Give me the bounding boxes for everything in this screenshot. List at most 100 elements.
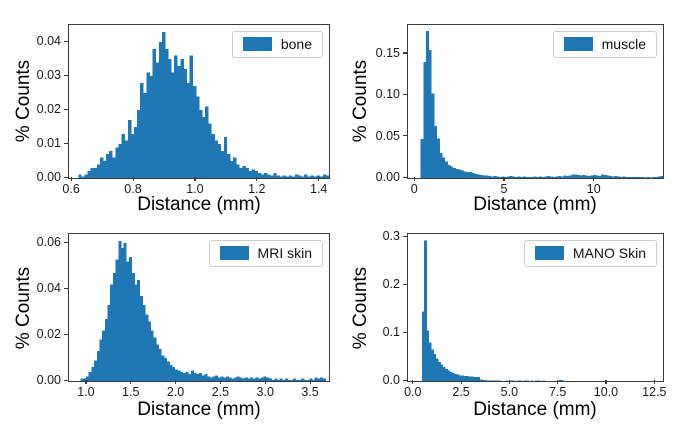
x-tick-mark [412, 380, 414, 384]
x-tick-mark [175, 380, 177, 384]
legend: bone [231, 31, 323, 58]
y-axis-title: % Counts [13, 266, 34, 350]
x-tick-mark [413, 177, 415, 181]
y-tick-label: 0.04 [36, 281, 61, 296]
histogram-bars [421, 240, 564, 381]
x-tick-label: 1.4 [310, 182, 328, 196]
histogram-bars [78, 31, 329, 178]
x-tick-label: 1.0 [186, 182, 204, 196]
plot-area: MRI skin [68, 233, 330, 382]
y-tick-mark [64, 40, 68, 42]
y-tick-label: 0.03 [36, 68, 61, 82]
legend: MRI skin [208, 240, 323, 267]
x-axis-title: Distance (mm) [137, 194, 261, 215]
x-tick-mark [219, 380, 222, 384]
y-tick-label: 0.01 [36, 136, 61, 150]
subplot-bone: % Counts bone Distance (mm) 0.6 0.8 1.0 1.2… [0, 0, 340, 223]
x-tick-label: 1.0 [77, 385, 95, 399]
y-tick-mark [403, 52, 407, 54]
plot-area: muscle [407, 24, 664, 179]
y-tick-label: 0.00 [375, 170, 400, 184]
y-tick-label: 0.0 [382, 373, 400, 387]
y-tick-label: 0.00 [36, 170, 61, 184]
legend-swatch [563, 37, 593, 52]
legend-label: MANO Skin [572, 245, 646, 261]
x-tick-label: 1.2 [248, 182, 266, 196]
x-tick-label: 10 [586, 182, 601, 196]
y-tick-mark [64, 287, 68, 289]
legend: MANO Skin [523, 240, 657, 267]
x-tick-mark [309, 380, 311, 384]
y-tick-label: 0.2 [382, 277, 400, 292]
legend-swatch [534, 246, 564, 261]
y-tick-mark [64, 108, 68, 110]
y-tick-mark [64, 333, 68, 335]
y-tick-mark [64, 176, 68, 178]
y-axis-title: % Counts [13, 59, 34, 143]
x-tick-label: 0.0 [404, 385, 422, 399]
y-tick-mark [403, 379, 407, 381]
legend-swatch [219, 246, 249, 261]
x-tick-mark [70, 177, 72, 181]
y-tick-label: 0.15 [375, 45, 400, 60]
x-tick-label: 2.0 [166, 385, 185, 399]
x-tick-label: 0.8 [124, 182, 142, 196]
x-tick-mark [194, 177, 196, 181]
x-tick-label: 5.0 [500, 385, 519, 399]
x-axis-title: Distance (mm) [137, 399, 261, 420]
legend-label: MRI skin [257, 245, 312, 261]
y-tick-mark [403, 135, 407, 137]
x-tick-mark [264, 380, 266, 384]
x-tick-mark [318, 177, 320, 181]
y-tick-mark [64, 241, 68, 243]
y-axis-title: % Counts [350, 59, 371, 143]
subplot-mano-skin: % Counts MANO Skin Distance (mm) 0.0 2.5 5… [340, 223, 679, 446]
x-tick-mark [256, 177, 258, 181]
x-tick-label: 10.0 [593, 385, 619, 399]
y-tick-label: 0.10 [375, 87, 400, 102]
x-tick-label: 12.5 [642, 385, 667, 399]
x-tick-label: 3.0 [256, 385, 274, 399]
subplot-muscle: % Counts muscle Distance (mm) 0 5 10 0.00 0.… [340, 0, 679, 223]
y-tick-mark [403, 93, 407, 95]
x-tick-label: 0 [410, 182, 418, 196]
y-tick-mark [403, 283, 407, 285]
y-tick-mark [64, 74, 68, 76]
histogram-bars [420, 30, 663, 178]
x-tick-mark [130, 380, 132, 384]
x-tick-mark [508, 380, 511, 384]
legend: muscle [552, 31, 657, 58]
x-axis-title: Distance (mm) [473, 399, 597, 420]
x-tick-mark [460, 380, 462, 384]
x-tick-label: 5 [500, 182, 508, 196]
y-tick-label: 0.05 [375, 128, 400, 143]
x-tick-label: 2.5 [452, 385, 470, 399]
y-tick-label: 0.02 [36, 102, 61, 116]
y-tick-label: 0.00 [36, 373, 61, 387]
x-tick-mark [557, 380, 559, 384]
y-tick-label: 0.3 [382, 229, 400, 244]
x-tick-label: 1.5 [122, 385, 140, 399]
x-tick-mark [132, 177, 134, 181]
y-tick-mark [403, 176, 407, 178]
x-tick-mark [85, 380, 87, 384]
subplot-mri-skin: % Counts MRI skin Distance (mm) 1.0 1.5 2.… [0, 223, 340, 446]
plot-area: MANO Skin [407, 233, 664, 382]
histogram-bars [80, 240, 326, 381]
y-tick-mark [64, 379, 68, 381]
y-tick-mark [403, 235, 407, 238]
x-tick-label: 0.6 [62, 182, 80, 196]
x-tick-mark [653, 380, 655, 384]
x-tick-mark [605, 380, 607, 384]
y-tick-label: 0.02 [36, 327, 61, 342]
x-tick-label: 3.5 [301, 385, 319, 399]
plot-area: bone [68, 24, 330, 179]
y-tick-label: 0.04 [36, 34, 61, 48]
x-tick-mark [593, 177, 595, 181]
x-tick-label: 7.5 [548, 385, 567, 399]
legend-swatch [242, 37, 272, 52]
legend-label: muscle [601, 36, 646, 52]
x-tick-mark [503, 177, 505, 181]
legend-label: bone [280, 36, 312, 52]
x-axis-title: Distance (mm) [473, 194, 597, 215]
